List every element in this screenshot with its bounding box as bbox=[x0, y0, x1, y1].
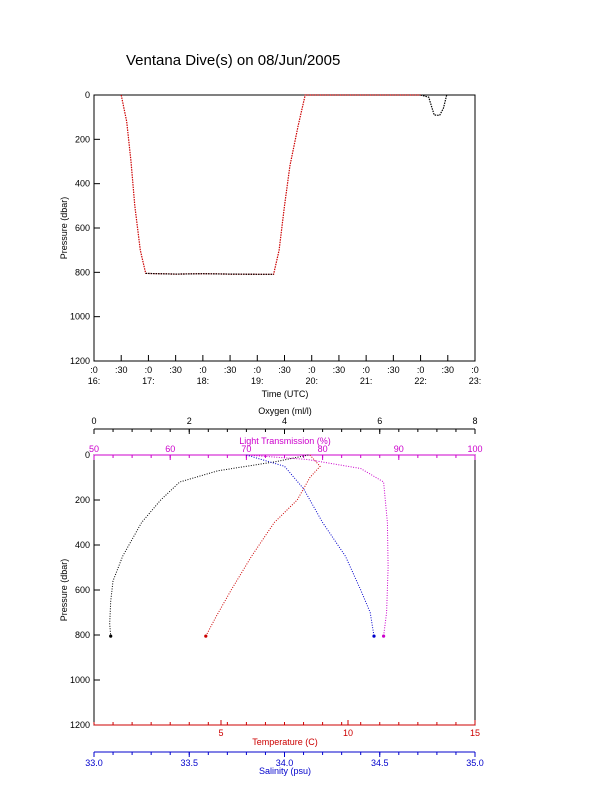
oxygen-tick-label: 4 bbox=[282, 416, 287, 426]
oxygen-tick-label: 8 bbox=[472, 416, 477, 426]
salinity-axis: 33.0 33.5 34.0 34.5 35.0 bbox=[85, 751, 484, 768]
time-x-tick-minute: :30 bbox=[169, 365, 182, 375]
time-x-tick-minute: :0 bbox=[471, 365, 479, 375]
time-y-tick-label: 800 bbox=[75, 267, 90, 277]
salinity-axis-label: Salinity (psu) bbox=[259, 766, 311, 776]
profile-series-group bbox=[109, 454, 389, 638]
time-y-tick-label: 400 bbox=[75, 179, 90, 189]
time-y-tick-label: 200 bbox=[75, 134, 90, 144]
oxygen-tick-label: 0 bbox=[91, 416, 96, 426]
light-profile-line bbox=[246, 454, 389, 637]
time-y-tick-label: 600 bbox=[75, 223, 90, 233]
time-x-tick-minute: :0 bbox=[145, 365, 153, 375]
light-profile-bottom-point bbox=[382, 634, 386, 638]
time-x-axis: :016::30:017::30:018::30:019::30:020::30… bbox=[88, 355, 482, 386]
time-x-tick-minute: :0 bbox=[254, 365, 262, 375]
time-x-tick-minute: :0 bbox=[199, 365, 207, 375]
salinity-profile-bottom-point bbox=[372, 634, 376, 638]
profile-y-tick-label: 400 bbox=[75, 540, 90, 550]
salinity-profile-line bbox=[246, 454, 375, 637]
salinity-tick-label: 34.0 bbox=[276, 758, 294, 768]
time-x-tick-minute: :0 bbox=[362, 365, 370, 375]
light-transmission-axis: 50 60 70 80 90 100 bbox=[89, 444, 483, 460]
figure-title: Ventana Dive(s) on 08/Jun/2005 bbox=[126, 52, 340, 69]
time-x-tick-minute: :30 bbox=[278, 365, 291, 375]
temperature-tick-label: 15 bbox=[470, 728, 480, 738]
oxygen-profile-line bbox=[109, 454, 309, 637]
time-x-tick-minute: :30 bbox=[115, 365, 128, 375]
profile-y-tick-label: 1000 bbox=[70, 675, 90, 685]
time-series-line-1 bbox=[145, 272, 274, 275]
light-tick-label: 90 bbox=[394, 444, 404, 454]
profile-plot-frame bbox=[93, 454, 476, 726]
oxygen-axis-label: Oxygen (ml/l) bbox=[258, 406, 312, 416]
time-plot-frame bbox=[93, 94, 476, 362]
oxygen-axis: 0 2 4 6 8 bbox=[91, 416, 478, 434]
time-x-tick-minute: :0 bbox=[417, 365, 425, 375]
light-tick-label: 80 bbox=[318, 444, 328, 454]
light-tick-label: 60 bbox=[165, 444, 175, 454]
salinity-tick-label: 33.5 bbox=[180, 758, 198, 768]
light-tick-label: 100 bbox=[467, 444, 482, 454]
time-series-line-0 bbox=[120, 94, 421, 275]
time-series-group bbox=[120, 94, 448, 275]
salinity-tick-label: 35.0 bbox=[466, 758, 484, 768]
profile-y-tick-label: 1200 bbox=[70, 720, 90, 730]
time-x-tick-hour: 16: bbox=[88, 376, 101, 386]
time-x-tick-minute: :0 bbox=[90, 365, 98, 375]
profile-y-tick-label: 800 bbox=[75, 630, 90, 640]
time-y-axis-label: Pressure (dbar) bbox=[59, 197, 69, 260]
time-x-tick-hour: 22: bbox=[414, 376, 427, 386]
profile-y-tick-label: 200 bbox=[75, 495, 90, 505]
profile-y-axis: 0 200 400 600 800 1000 1200 bbox=[70, 450, 100, 730]
time-y-axis: 0 200 400 600 800 1000 1200 bbox=[70, 90, 100, 366]
temperature-axis-label: Temperature (C) bbox=[252, 737, 318, 747]
oxygen-profile-bottom-point bbox=[109, 634, 113, 638]
time-x-tick-hour: 20: bbox=[305, 376, 318, 386]
light-tick-label: 50 bbox=[89, 444, 99, 454]
temperature-profile-bottom-point bbox=[204, 634, 208, 638]
time-x-axis-label: Time (UTC) bbox=[262, 389, 309, 399]
time-x-tick-hour: 18: bbox=[197, 376, 210, 386]
temperature-axis: 5 10 15 bbox=[93, 720, 480, 738]
time-x-tick-hour: 21: bbox=[360, 376, 373, 386]
time-x-tick-minute: :0 bbox=[308, 365, 316, 375]
time-x-tick-minute: :30 bbox=[224, 365, 237, 375]
oxygen-tick-label: 6 bbox=[377, 416, 382, 426]
temperature-profile-line bbox=[205, 454, 321, 637]
light-tick-label: 70 bbox=[241, 444, 251, 454]
profile-y-axis-label: Pressure (dbar) bbox=[59, 559, 69, 622]
salinity-tick-label: 34.5 bbox=[371, 758, 389, 768]
oxygen-tick-label: 2 bbox=[187, 416, 192, 426]
time-y-tick-label: 0 bbox=[85, 90, 90, 100]
time-y-tick-label: 1200 bbox=[70, 356, 90, 366]
salinity-tick-label: 33.0 bbox=[85, 758, 103, 768]
time-x-tick-hour: 17: bbox=[142, 376, 155, 386]
profile-y-tick-label: 600 bbox=[75, 585, 90, 595]
temperature-tick-label: 5 bbox=[218, 728, 223, 738]
time-x-tick-minute: :30 bbox=[442, 365, 455, 375]
time-x-tick-hour: 23: bbox=[469, 376, 482, 386]
time-y-tick-label: 1000 bbox=[70, 312, 90, 322]
time-x-tick-hour: 19: bbox=[251, 376, 264, 386]
time-x-tick-minute: :30 bbox=[333, 365, 346, 375]
light-axis-label: Light Transmission (%) bbox=[239, 436, 331, 446]
temperature-tick-label: 10 bbox=[343, 728, 353, 738]
time-x-tick-minute: :30 bbox=[387, 365, 400, 375]
profile-chart: 0 200 400 600 800 1000 1200 0 2 4 6 8 50 60 70 80 90 10… bbox=[59, 406, 484, 776]
profile-y-tick-label: 0 bbox=[85, 450, 90, 460]
time-series-line-2 bbox=[420, 94, 448, 117]
